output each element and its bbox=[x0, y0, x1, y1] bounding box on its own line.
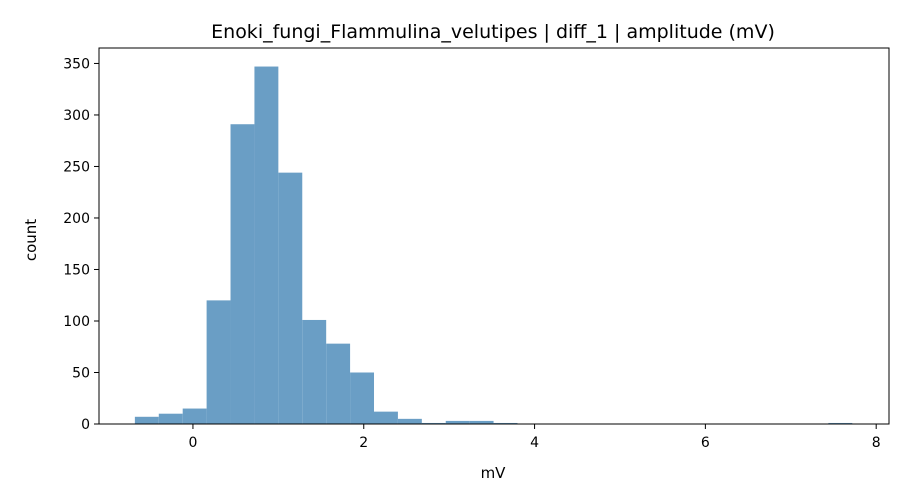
chart-title: Enoki_fungi_Flammulina_velutipes | diff_… bbox=[211, 21, 775, 43]
y-tick-label: 100 bbox=[63, 314, 90, 330]
histogram-bar bbox=[828, 422, 853, 424]
y-tick-label: 300 bbox=[63, 108, 90, 124]
x-tick-label: 6 bbox=[701, 435, 710, 451]
histogram-bar bbox=[493, 422, 518, 424]
histogram-bar bbox=[397, 418, 422, 424]
x-tick-label: 4 bbox=[530, 435, 539, 451]
y-axis-label: count bbox=[22, 219, 40, 261]
x-axis-label: mV bbox=[481, 464, 507, 482]
plot-frame bbox=[98, 47, 890, 425]
x-tick-label: 8 bbox=[872, 435, 881, 451]
y-tick-label: 200 bbox=[63, 211, 90, 227]
y-tick-label: 50 bbox=[72, 365, 90, 381]
y-axis-ticks: 0 50 100 150 200 250 300 350 bbox=[63, 56, 99, 433]
x-axis-ticks: 0 2 4 6 8 bbox=[188, 424, 881, 451]
histogram-bar bbox=[182, 408, 207, 424]
x-tick-label: 2 bbox=[359, 435, 368, 451]
y-tick-label: 350 bbox=[63, 56, 90, 72]
y-tick-label: 150 bbox=[63, 262, 90, 278]
histogram-bar bbox=[230, 124, 255, 425]
histogram-bar bbox=[206, 300, 231, 424]
histogram-bar bbox=[158, 413, 183, 424]
histogram-bar bbox=[134, 416, 159, 424]
histogram-bar bbox=[445, 420, 470, 424]
histogram-bar bbox=[421, 422, 446, 424]
y-tick-label: 0 bbox=[81, 417, 90, 433]
histogram-bar bbox=[254, 66, 279, 424]
histogram-bar bbox=[469, 420, 494, 424]
histogram-bar bbox=[374, 411, 398, 424]
histogram-bar bbox=[302, 319, 327, 424]
bars-group bbox=[134, 66, 853, 425]
x-tick-label: 0 bbox=[188, 435, 197, 451]
histogram-bar bbox=[278, 172, 303, 424]
histogram-bar bbox=[326, 343, 351, 424]
y-tick-label: 250 bbox=[63, 159, 90, 175]
histogram-bar bbox=[350, 372, 375, 424]
